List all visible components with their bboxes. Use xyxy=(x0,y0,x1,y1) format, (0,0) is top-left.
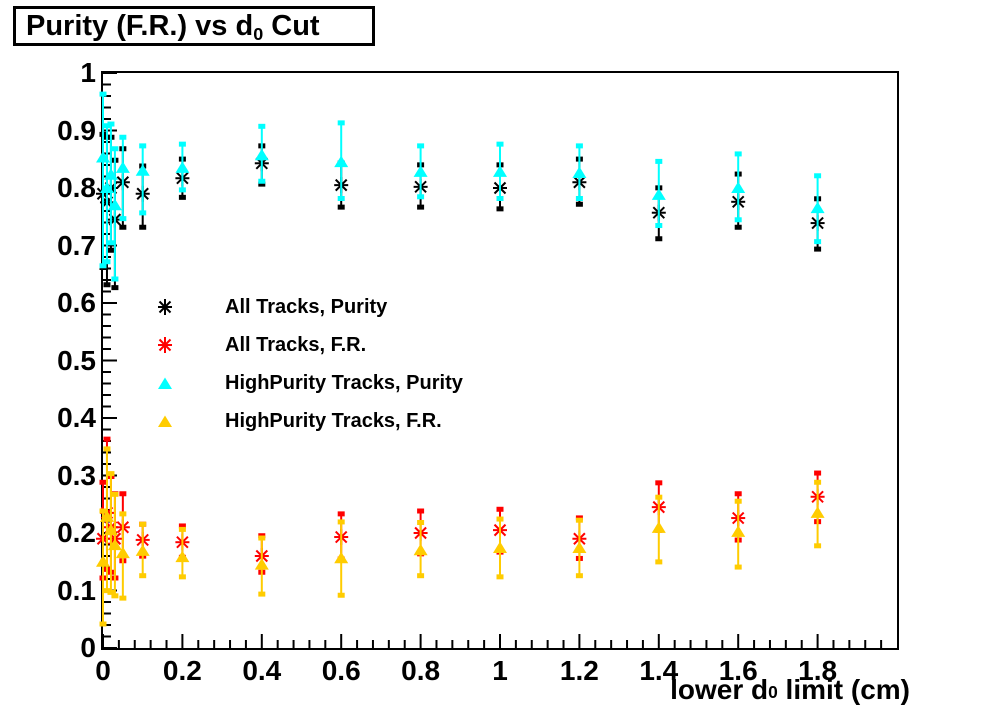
triangle-icon xyxy=(135,373,195,393)
triangle-marker xyxy=(99,181,114,193)
y-tick-label: 1 xyxy=(80,57,96,88)
plot-title-subscript: 0 xyxy=(253,24,264,45)
triangle-marker xyxy=(107,538,122,551)
series-star xyxy=(96,131,825,291)
triangle-marker xyxy=(731,525,746,537)
x-tick-label: 0 xyxy=(95,655,111,686)
triangle-marker xyxy=(731,181,746,193)
x-tick-label: 1 xyxy=(492,655,508,686)
triangle-marker xyxy=(99,510,114,522)
series-star xyxy=(96,436,825,581)
y-tick-label: 0.5 xyxy=(57,344,96,376)
legend-entry: All Tracks, F.R. xyxy=(135,326,463,364)
star-icon xyxy=(135,335,195,355)
star-marker xyxy=(158,337,172,353)
series-triangle xyxy=(96,91,825,282)
triangle-marker xyxy=(334,155,349,168)
triangle-marker xyxy=(115,161,130,173)
y-tick-label: 0.2 xyxy=(57,517,96,548)
legend-label: HighPurity Tracks, Purity xyxy=(225,371,463,394)
legend-label: All Tracks, F.R. xyxy=(225,333,367,356)
triangle-marker xyxy=(413,165,428,177)
triangle-marker xyxy=(572,166,587,179)
x-axis-title-suffix: limit (cm) xyxy=(777,674,910,705)
plot-title-text: Purity (F.R.) vs d xyxy=(26,9,254,42)
triangle-marker xyxy=(572,541,587,553)
x-tick-label: 0.2 xyxy=(162,655,202,686)
x-axis-title-subscript: 0 xyxy=(768,681,778,702)
x-tick-label: 0.6 xyxy=(321,655,361,686)
y-tick-label: 0.4 xyxy=(57,402,96,433)
error-bar xyxy=(111,146,119,282)
error-bar xyxy=(119,134,127,222)
legend-label: All Tracks, Purity xyxy=(225,295,388,318)
x-tick-label: 1.2 xyxy=(559,655,599,686)
triangle-marker xyxy=(158,377,172,389)
triangle-marker xyxy=(493,541,507,553)
triangle-marker xyxy=(334,551,349,564)
x-axis-title-text: lower d xyxy=(670,674,769,705)
triangle-marker xyxy=(96,151,110,163)
star-marker xyxy=(158,299,172,315)
triangle-icon xyxy=(135,411,195,431)
triangle-marker xyxy=(107,198,122,211)
triangle-marker xyxy=(651,521,666,533)
star-icon xyxy=(135,297,195,317)
triangle-marker xyxy=(810,201,825,214)
triangle-marker xyxy=(158,415,172,427)
x-tick-label: 1.4 xyxy=(639,655,679,686)
x-tick-label: 0.4 xyxy=(242,655,282,686)
triangle-marker xyxy=(135,544,150,556)
triangle-marker xyxy=(175,550,190,563)
triangle-marker xyxy=(413,543,428,556)
legend-entry: HighPurity Tracks, F.R. xyxy=(135,402,463,440)
triangle-marker xyxy=(96,555,110,567)
plot-title-suffix: Cut xyxy=(263,9,320,42)
triangle-marker xyxy=(810,506,825,518)
y-tick-label: 0 xyxy=(80,632,96,663)
legend-entry: All Tracks, Purity xyxy=(135,288,463,326)
triangle-marker xyxy=(103,168,118,180)
triangle-marker xyxy=(493,165,507,177)
legend: All Tracks, Purity All Tracks, F.R. HighPu… xyxy=(135,288,463,440)
series-triangle xyxy=(96,446,825,627)
triangle-marker xyxy=(254,148,269,161)
triangle-marker xyxy=(254,558,269,570)
x-tick-label: 1.6 xyxy=(718,655,758,686)
error-bar xyxy=(107,121,115,246)
y-tick-label: 0.7 xyxy=(57,229,96,261)
triangle-marker xyxy=(135,164,150,176)
y-tick-label: 0.6 xyxy=(57,287,96,318)
y-tick-label: 0.9 xyxy=(57,114,96,146)
y-tick-label: 0.8 xyxy=(57,172,96,203)
triangle-marker xyxy=(115,546,130,559)
error-bar xyxy=(99,508,107,627)
triangle-marker xyxy=(175,161,190,173)
x-tick-label: 0.8 xyxy=(401,655,441,686)
plot-area xyxy=(96,72,883,649)
legend-label: HighPurity Tracks, F.R. xyxy=(225,409,442,432)
legend-entry: HighPurity Tracks, Purity xyxy=(135,364,463,402)
plot-frame xyxy=(96,71,899,650)
x-tick-label: 1.8 xyxy=(798,655,838,686)
error-bar xyxy=(99,91,107,269)
error-bar xyxy=(139,143,147,216)
triangle-marker xyxy=(651,188,666,200)
y-tick-label: 0.1 xyxy=(57,574,96,606)
triangle-marker xyxy=(103,523,118,536)
y-tick-label: 0.3 xyxy=(57,459,96,491)
